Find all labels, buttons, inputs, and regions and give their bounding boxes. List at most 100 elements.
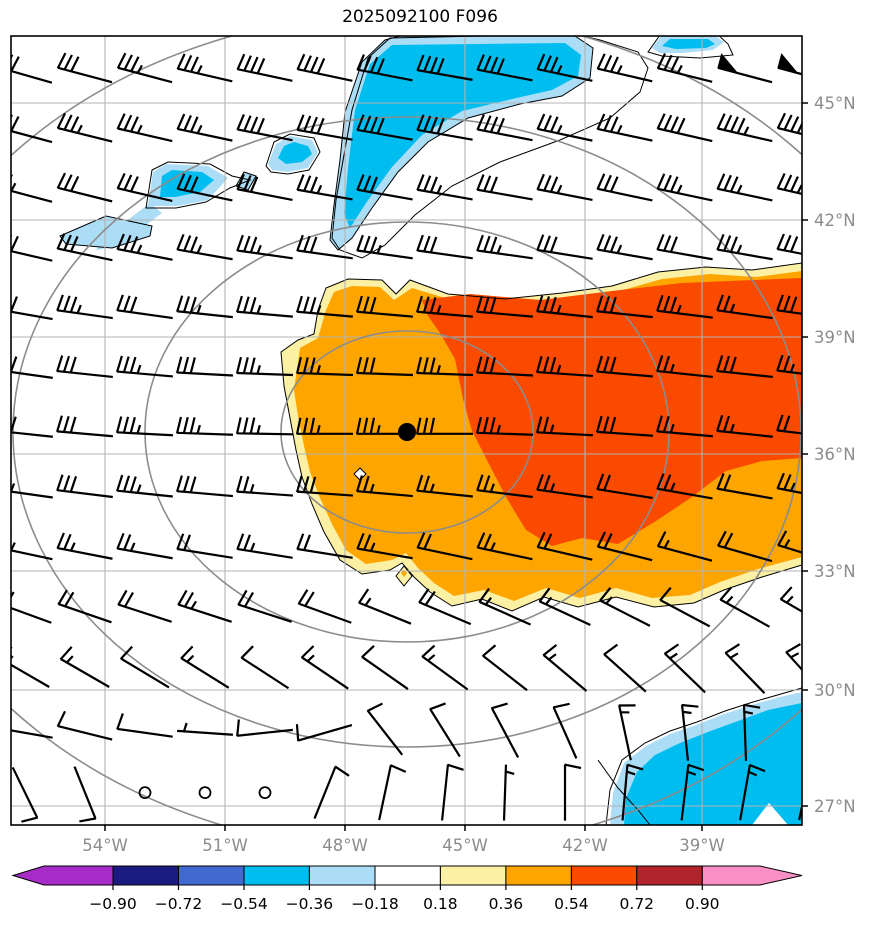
wind-barb xyxy=(176,295,233,319)
colorbar-label: 0.90 xyxy=(685,895,720,913)
wind-barb xyxy=(659,586,711,628)
wind-barb xyxy=(596,113,653,142)
wind-barb xyxy=(356,234,413,260)
wind-barb xyxy=(475,356,534,377)
wind-barb xyxy=(73,766,97,823)
lat-label: 45°N xyxy=(814,94,856,113)
wind-barb xyxy=(56,415,113,438)
wind-barb xyxy=(361,644,409,690)
wind-barb xyxy=(656,173,713,202)
wind-barb xyxy=(11,354,53,379)
wind-barb xyxy=(724,643,766,694)
wind-barb xyxy=(656,113,713,143)
colorbar-segment-paleyellow xyxy=(439,865,507,886)
wind-barb xyxy=(476,234,533,260)
colorbar-label: −0.72 xyxy=(155,895,203,913)
wind-barb xyxy=(235,475,294,497)
wind-barb xyxy=(618,704,636,761)
wind-barb xyxy=(11,766,39,823)
colorbar-segment-darkred xyxy=(636,865,703,886)
colorbar: −0.90 −0.72 −0.54 −0.36 −0.18 0.18 0.36 0.54 0.7… xyxy=(11,865,803,913)
wind-barb xyxy=(116,233,173,261)
calm-circle xyxy=(198,786,212,799)
wind-barb xyxy=(536,173,593,202)
wind-barb xyxy=(742,703,761,761)
colorbar-label: 0.54 xyxy=(554,895,589,913)
wind-barb xyxy=(11,646,50,688)
lat-label: 30°N xyxy=(814,681,856,700)
colorbar-label: 0.18 xyxy=(423,895,458,913)
contour-line-diamond-contour xyxy=(395,565,413,587)
wind-barb xyxy=(355,356,414,377)
wind-barb xyxy=(116,474,173,498)
wind-barb xyxy=(296,533,353,559)
wind-barb xyxy=(56,355,113,379)
wind-barb xyxy=(596,295,653,319)
wind-barb xyxy=(776,294,802,320)
wind-barb xyxy=(536,295,593,319)
wind-barb xyxy=(356,295,413,318)
wind-barb xyxy=(237,589,292,623)
wind-barb xyxy=(416,532,473,561)
wind-barb xyxy=(378,764,407,821)
wind-barb xyxy=(297,589,352,624)
wind-barb xyxy=(429,702,461,758)
wind-barb xyxy=(11,712,53,739)
wind-barb xyxy=(804,705,822,762)
lon-label: 39°W xyxy=(679,836,725,855)
wind-barb xyxy=(440,763,464,821)
wind-barb xyxy=(776,112,802,143)
wind-barb xyxy=(236,719,293,737)
range-ring-1 xyxy=(280,330,534,534)
wind-barb xyxy=(115,416,174,437)
wind-barb xyxy=(656,53,713,83)
wind-barb xyxy=(680,763,705,821)
lon-label: 51°W xyxy=(202,836,248,855)
plot-area xyxy=(11,36,822,825)
wind-barb xyxy=(176,722,234,736)
wind-barb xyxy=(621,763,644,821)
wind-barb xyxy=(295,356,354,377)
wind-barb xyxy=(716,355,773,379)
wind-barb xyxy=(235,417,294,436)
contour-line-top-fringe-contour xyxy=(329,36,594,251)
wind-barb xyxy=(538,587,591,627)
wind-barb xyxy=(116,713,173,738)
wind-barb xyxy=(176,113,233,142)
wind-barb xyxy=(180,645,230,689)
wind-barb xyxy=(476,113,533,142)
lon-label: 42°W xyxy=(562,836,608,855)
lat-label: 36°N xyxy=(814,445,856,464)
colorbar-segment-purple xyxy=(11,865,114,886)
wind-barb xyxy=(416,54,473,81)
colorbar-segment-cyan xyxy=(243,865,310,886)
wind-barb xyxy=(716,530,773,563)
wind-barb xyxy=(785,643,802,695)
wind-barb xyxy=(476,54,533,82)
colorbar-segment-white xyxy=(374,865,441,886)
wind-barb xyxy=(415,356,474,377)
wind-barb xyxy=(536,234,593,260)
wind-barb xyxy=(56,710,113,741)
wind-pennant xyxy=(717,53,773,84)
wind-barb xyxy=(595,415,654,437)
wind-barb xyxy=(11,112,53,144)
wind-barb xyxy=(355,417,413,435)
wind-barb xyxy=(476,174,533,201)
colorbar-label: 0.72 xyxy=(620,895,655,913)
wind-barb xyxy=(176,475,233,498)
chart-title: 2025092100 F096 xyxy=(342,7,498,27)
wind-barb xyxy=(176,233,233,261)
colorbar-segment-lightblue xyxy=(308,865,376,886)
lat-label: 27°N xyxy=(814,797,856,816)
wind-pennant xyxy=(777,53,802,84)
wind-barb xyxy=(776,354,802,379)
wind-barb xyxy=(356,532,413,560)
lat-label: 33°N xyxy=(814,562,856,581)
wind-barb xyxy=(535,416,594,437)
colorbar-segment-orange xyxy=(505,865,572,886)
wind-barb xyxy=(716,113,773,143)
wind-barb xyxy=(536,473,593,499)
lat-label: 39°N xyxy=(814,328,856,347)
